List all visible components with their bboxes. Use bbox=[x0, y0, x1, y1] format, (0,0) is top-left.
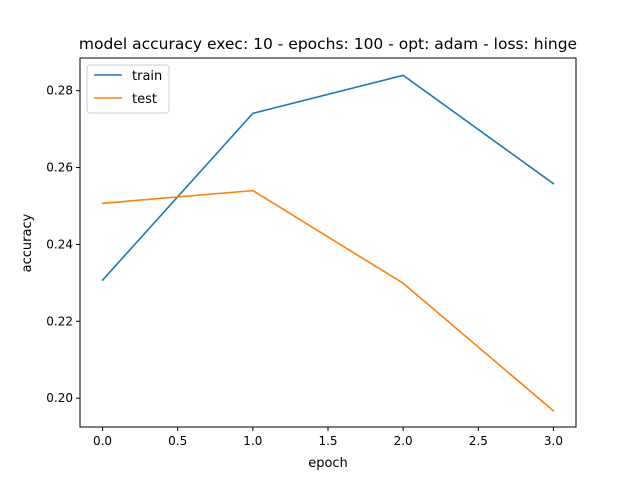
data-point-test bbox=[552, 410, 555, 412]
x-axis-label: epoch bbox=[308, 456, 348, 471]
x-tick-label: 2.5 bbox=[469, 434, 488, 448]
x-tick-label: 0.5 bbox=[168, 434, 187, 448]
y-tick-label: 0.26 bbox=[46, 161, 73, 175]
x-tick-label: 2.0 bbox=[394, 434, 413, 448]
chart-title: model accuracy exec: 10 - epochs: 100 - … bbox=[79, 35, 577, 53]
x-tick-label: 1.5 bbox=[318, 434, 337, 448]
data-point-train bbox=[552, 182, 555, 185]
data-point-train bbox=[402, 74, 404, 77]
data-point-train bbox=[101, 279, 104, 281]
y-tick-label: 0.20 bbox=[46, 391, 73, 405]
x-tick-label: 1.0 bbox=[243, 434, 262, 448]
legend: train test bbox=[86, 64, 170, 114]
x-axis-ticks: 0.0 0.5 1.0 1.5 2.0 2.5 3.0 bbox=[93, 427, 563, 448]
data-point-test bbox=[252, 189, 254, 192]
data-point-test bbox=[101, 202, 104, 205]
y-axis-ticks: 0.20 0.22 0.24 0.26 0.28 bbox=[46, 84, 80, 405]
x-tick-label: 3.0 bbox=[544, 434, 563, 448]
series-lines bbox=[101, 74, 555, 412]
x-tick-label: 0.0 bbox=[93, 434, 112, 448]
data-point-test bbox=[402, 282, 404, 285]
y-axis-label: accuracy bbox=[20, 213, 35, 272]
legend-box bbox=[86, 64, 170, 114]
y-tick-label: 0.24 bbox=[46, 237, 73, 251]
legend-label-train: train bbox=[132, 69, 162, 84]
series-line-test bbox=[102, 189, 554, 412]
data-point-train bbox=[252, 112, 254, 115]
legend-label-test: test bbox=[132, 92, 157, 107]
y-tick-label: 0.28 bbox=[46, 84, 73, 98]
y-tick-label: 0.22 bbox=[46, 314, 73, 328]
series-line-train bbox=[101, 74, 554, 281]
